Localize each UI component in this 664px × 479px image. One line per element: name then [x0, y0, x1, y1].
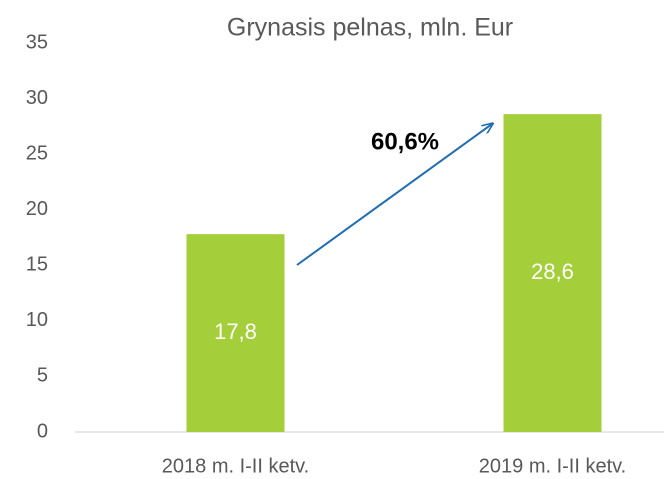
bar — [503, 114, 602, 432]
x-tick-label: 2019 m. I-II ketv. — [479, 455, 626, 477]
annotation: 60,6% — [371, 128, 439, 155]
y-tick-label: 35 — [26, 31, 48, 53]
growth-arrow — [296, 124, 492, 266]
y-tick-label: 25 — [26, 142, 48, 164]
x-tick-label: 2018 m. I-II ketv. — [162, 455, 309, 477]
y-tick-label: 5 — [37, 365, 48, 387]
value-label: 17,8 — [214, 319, 257, 344]
y-tick-label: 0 — [37, 420, 48, 442]
value-label: 28,6 — [531, 259, 574, 284]
y-tick-label: 10 — [26, 309, 48, 331]
chart-title: Grynasis pelnas, mln. Eur — [227, 14, 513, 42]
y-tick-label: 20 — [26, 198, 48, 220]
bar — [186, 234, 285, 432]
y-tick-label: 30 — [26, 87, 48, 109]
y-tick-label: 15 — [26, 254, 48, 276]
